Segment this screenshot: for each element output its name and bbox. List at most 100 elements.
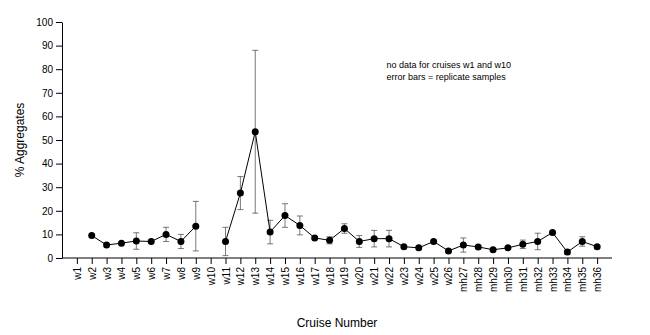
x-tick-label: w19 [339, 267, 350, 287]
x-tick-mark [359, 258, 360, 264]
x-tick-mark [136, 258, 137, 264]
x-tick-label: w1 [72, 267, 83, 281]
error-bar [535, 233, 541, 250]
x-tick: w18 [325, 258, 336, 286]
data-point [222, 238, 229, 245]
data-point [237, 190, 244, 197]
x-tick: w16 [295, 258, 306, 286]
x-tick-mark [121, 258, 122, 264]
x-tick-mark [389, 258, 390, 264]
x-tick-label: w8 [176, 267, 187, 281]
data-point [118, 240, 125, 247]
x-tick-mark [344, 258, 345, 264]
x-tick-label: w14 [265, 267, 276, 287]
error-bar [371, 230, 377, 247]
error-bar [460, 238, 466, 252]
x-tick-mark [523, 258, 524, 264]
y-tick-mark [56, 164, 62, 165]
error-bar [327, 237, 333, 244]
x-tick-mark [300, 258, 301, 264]
error-bar [237, 177, 243, 210]
error-bar [193, 201, 199, 251]
data-point [594, 243, 601, 250]
x-tick: w20 [354, 258, 365, 286]
y-tick: 90 [42, 40, 62, 51]
x-axis-line [62, 258, 612, 259]
data-point [163, 231, 170, 238]
x-tick: w11 [221, 258, 232, 286]
error-bar [579, 237, 585, 246]
x-tick-mark [166, 258, 167, 264]
data-point [549, 229, 556, 236]
x-axis-title: Cruise Number [297, 316, 378, 330]
data-point [579, 238, 586, 245]
data-point [177, 238, 184, 245]
y-tick: 50 [42, 135, 62, 146]
x-tick-mark [404, 258, 405, 264]
data-point [88, 232, 95, 239]
y-tick-mark [56, 258, 62, 259]
x-tick-label: w20 [354, 267, 365, 287]
x-tick: w14 [265, 258, 276, 286]
x-tick-mark [181, 258, 182, 264]
y-axis-title: % Aggregates [13, 103, 27, 178]
y-tick: 10 [42, 229, 62, 240]
x-tick: w17 [310, 258, 321, 286]
annotation: no data for cruises w1 and w10 [387, 60, 512, 70]
x-tick-mark [448, 258, 449, 264]
error-bar [223, 227, 229, 255]
y-tick-mark [56, 116, 62, 117]
x-tick-label: w5 [131, 267, 142, 281]
x-tick: mh31 [518, 258, 529, 292]
x-tick-label: w7 [161, 267, 172, 281]
x-tick-mark [315, 258, 316, 264]
x-tick: w21 [369, 258, 380, 286]
x-tick-label: w16 [295, 267, 306, 287]
data-point [400, 243, 407, 250]
x-tick-mark [285, 258, 286, 264]
data-point [192, 223, 199, 230]
data-point [504, 244, 511, 251]
x-tick-label: w13 [250, 267, 261, 287]
y-axis-line [62, 23, 63, 259]
data-point [386, 235, 393, 242]
x-tick: mh36 [592, 258, 603, 292]
x-tick-label: w12 [235, 267, 246, 287]
x-tick: w19 [339, 258, 350, 286]
x-tick: w6 [146, 258, 157, 281]
y-tick-mark [56, 140, 62, 141]
data-point [356, 238, 363, 245]
data-point [490, 246, 497, 253]
y-tick: 30 [42, 182, 62, 193]
data-point [326, 237, 333, 244]
x-tick-label: w24 [414, 267, 425, 287]
error-bar [297, 216, 303, 235]
y-tick: 70 [42, 88, 62, 99]
x-tick-label: mh33 [548, 267, 559, 292]
x-tick-label: w18 [325, 267, 336, 287]
x-tick-mark [508, 258, 509, 264]
chart: 0102030405060708090100w1w2w3w4w5w6w7w8w9… [0, 0, 650, 335]
x-tick: mh27 [458, 258, 469, 292]
x-tick-mark [270, 258, 271, 264]
x-tick: w7 [161, 258, 172, 281]
x-tick-label: w2 [87, 267, 98, 281]
data-point [460, 242, 467, 249]
data-point [133, 238, 140, 245]
data-point [371, 235, 378, 242]
x-tick-label: w9 [191, 267, 202, 281]
x-tick: w10 [206, 258, 217, 286]
x-tick-mark [597, 258, 598, 264]
data-point [341, 225, 348, 232]
y-tick-label: 0 [47, 253, 53, 264]
x-tick: w2 [87, 258, 98, 281]
x-tick: mh34 [562, 258, 573, 292]
y-tick-mark [56, 69, 62, 70]
y-tick-mark [56, 22, 62, 23]
x-tick: w9 [191, 258, 202, 281]
data-point [519, 241, 526, 248]
x-tick: w3 [102, 258, 113, 281]
data-point [564, 249, 571, 256]
x-tick-mark [374, 258, 375, 264]
data-point [103, 242, 110, 249]
